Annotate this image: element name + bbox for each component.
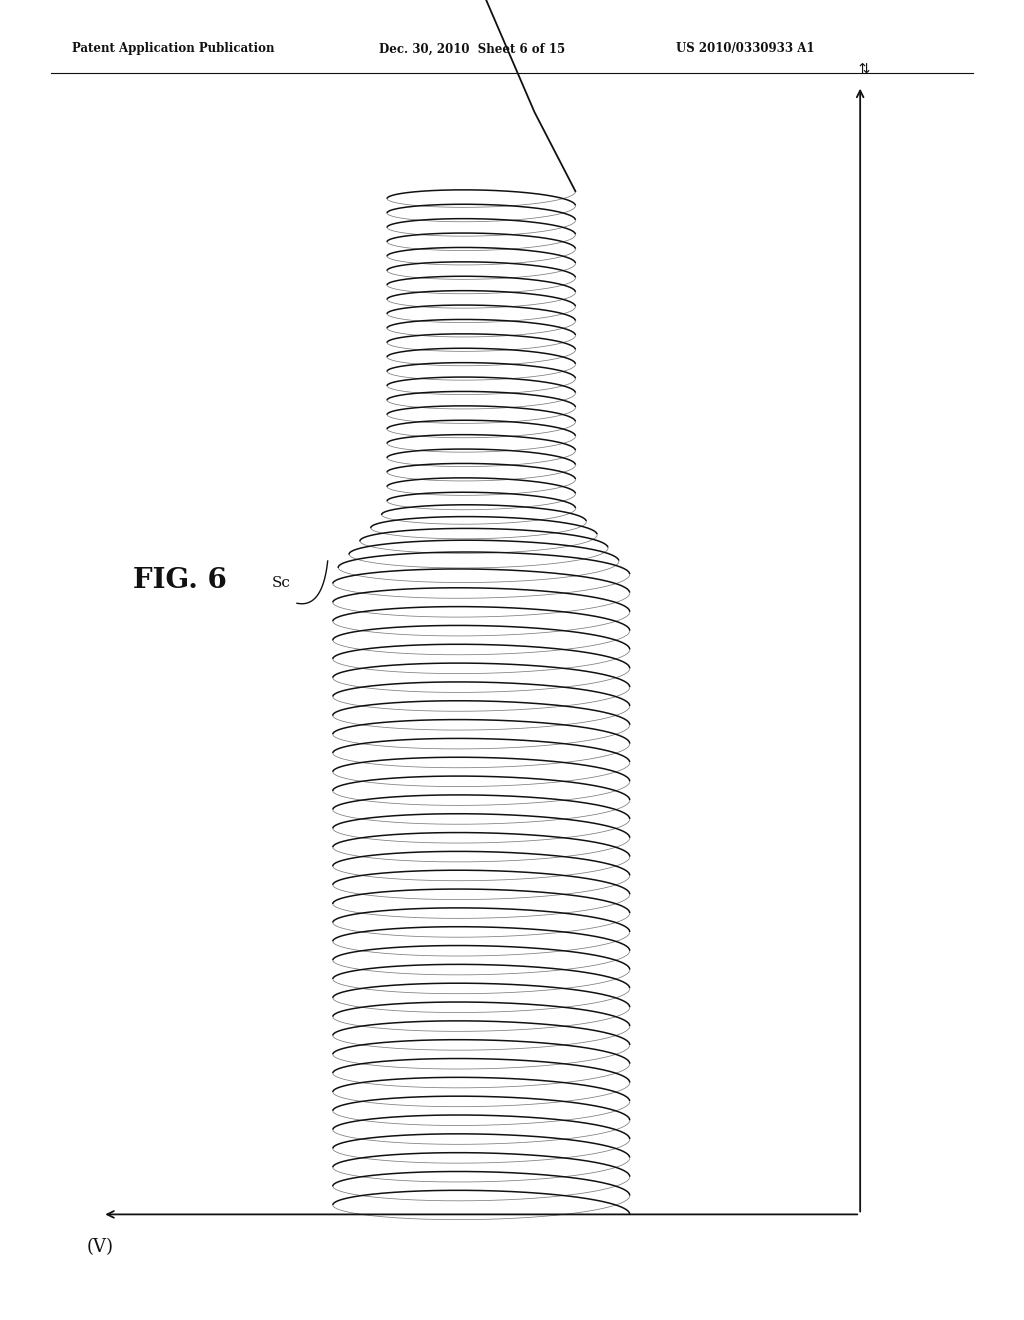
- Text: Sc: Sc: [271, 576, 290, 590]
- Text: ⇄: ⇄: [858, 61, 872, 73]
- Text: Patent Application Publication: Patent Application Publication: [72, 42, 274, 55]
- Text: US 2010/0330933 A1: US 2010/0330933 A1: [676, 42, 814, 55]
- Text: FIG. 6: FIG. 6: [133, 568, 227, 594]
- Text: (V): (V): [87, 1238, 114, 1257]
- Text: Dec. 30, 2010  Sheet 6 of 15: Dec. 30, 2010 Sheet 6 of 15: [379, 42, 565, 55]
